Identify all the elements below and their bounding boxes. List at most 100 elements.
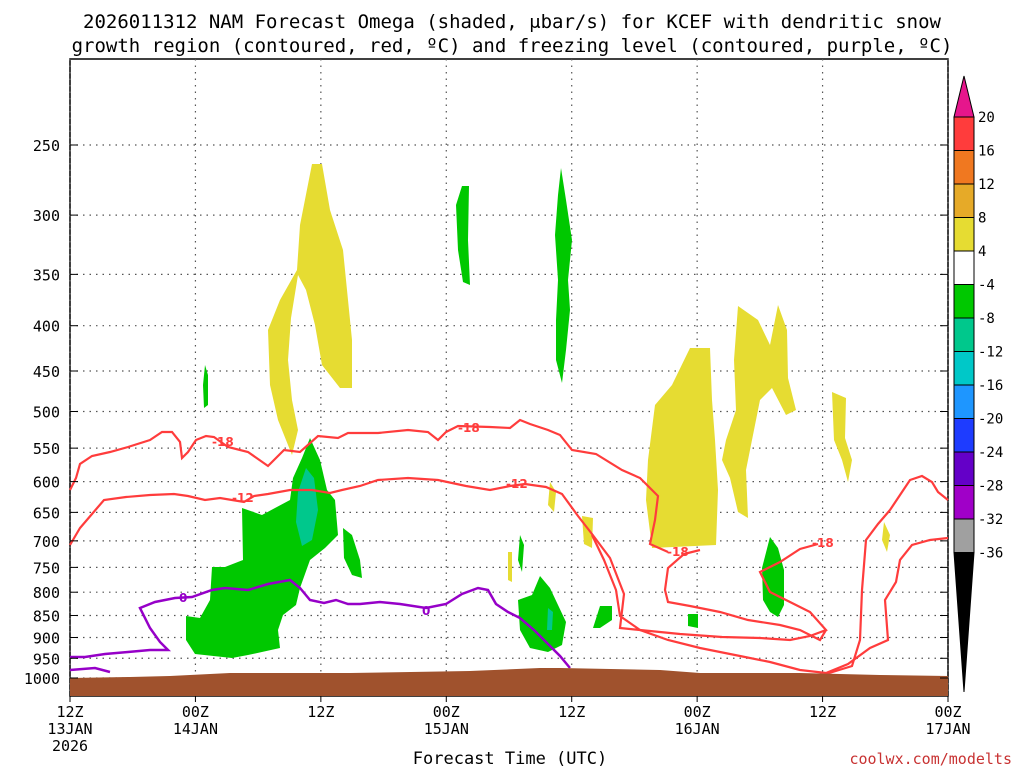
shade-green-5 (343, 528, 362, 578)
colorbar-label: -20 (978, 412, 1003, 428)
colorbar-swatch (953, 418, 975, 453)
shade-yellow-7 (508, 552, 512, 582)
shade-green-8 (593, 606, 612, 628)
y-tick-label: 950 (33, 650, 60, 668)
colorbar-swatch (953, 518, 975, 553)
x-tick-label: 00Z (433, 703, 460, 721)
plot-frame (69, 58, 949, 697)
dgz-contours (69, 418, 949, 676)
x-tick-label: 12Z (56, 703, 83, 721)
colorbar-swatch (953, 183, 975, 218)
x-tick-label: 00Z (684, 703, 711, 721)
x-tick-label: 12Z (809, 703, 836, 721)
shade-yellow-4 (832, 392, 852, 482)
x-tick-label: 00Z (182, 703, 209, 721)
contour-label-zero-b: 0 (422, 604, 430, 618)
contour-minus18-right (663, 548, 827, 642)
colorbar-label: -8 (978, 311, 995, 327)
colorbar-swatch (953, 451, 975, 486)
colorbar-label: 4 (978, 244, 986, 260)
colorbar-swatch (953, 384, 975, 419)
shade-yellow-8 (882, 522, 890, 552)
y-axis: 250 300 350 400 450 500 550 600 650 700 750 800 850 9… (24, 137, 948, 688)
y-tick-label: 250 (33, 137, 60, 155)
shade-green-6 (518, 535, 524, 572)
y-tick-label: 400 (33, 318, 60, 336)
shade-teal-1 (296, 468, 318, 546)
x-tick-label: 2026 (52, 737, 88, 755)
contour-minus12 (69, 476, 828, 642)
x-tick-label: 15JAN (424, 720, 469, 738)
colorbar: 20 16 12 8 4 -4 -8 -12 -16 -20 -24 -28 -32 -36 (953, 75, 1003, 693)
colorbar-top-arrow (953, 75, 975, 118)
x-tick-label: 17JAN (925, 720, 970, 738)
x-tick-label: 16JAN (675, 720, 720, 738)
colorbar-label: -32 (978, 512, 1003, 528)
colorbar-swatch (953, 217, 975, 252)
freezing-level-contour-lower (69, 666, 111, 674)
x-tick-label: 14JAN (173, 720, 218, 738)
y-tick-label: 900 (33, 629, 60, 647)
colorbar-swatch (953, 116, 975, 151)
x-tick-label: 12Z (558, 703, 585, 721)
y-tick-label: 450 (33, 363, 60, 381)
contour-minus18-upper (69, 418, 669, 554)
contour-label-minus18-b: -18 (458, 421, 480, 435)
shade-yellow-3 (722, 305, 796, 518)
freezing-level-contour (70, 578, 571, 669)
colorbar-label: 16 (978, 144, 995, 160)
y-tick-label: 700 (33, 533, 60, 551)
shade-teal-2 (547, 608, 553, 630)
colorbar-label: 20 (978, 110, 995, 126)
shade-yellow-1 (268, 164, 352, 455)
colorbar-label: -12 (978, 345, 1003, 361)
credit-text: coolwx.com/modelts (849, 750, 1012, 768)
y-tick-label: 500 (33, 404, 60, 422)
colorbar-label: -28 (978, 479, 1003, 495)
contour-label-minus12-a: -12 (232, 491, 254, 505)
omega-shading (186, 164, 890, 658)
colorbar-label: -4 (978, 278, 995, 294)
chart-title-line-1: 2026011312 NAM Forecast Omega (shaded, μ… (83, 11, 941, 33)
y-tick-label: 600 (33, 474, 60, 492)
y-tick-label: 800 (33, 584, 60, 602)
y-tick-label: 750 (33, 559, 60, 577)
colorbar-label: 8 (978, 211, 986, 227)
contour-minus18-lower-right (591, 534, 949, 675)
y-tick-label: 650 (33, 504, 60, 522)
colorbar-swatch (953, 351, 975, 386)
colorbar-swatch (953, 317, 975, 352)
colorbar-label: -16 (978, 378, 1003, 394)
x-axis-title: Forecast Time (UTC) (413, 749, 607, 768)
colorbar-bottom-arrow (953, 552, 975, 693)
y-tick-label: 550 (33, 440, 60, 458)
contour-label-minus18-a: -18 (212, 435, 234, 449)
contour-labels: -18 -18 -18 -18 -12 -12 0 0 (179, 421, 834, 618)
chart-title-line-2: growth region (contoured, red, ºC) and f… (72, 35, 953, 57)
shade-yellow-2 (646, 348, 718, 548)
contour-label-minus18-d: -18 (812, 536, 834, 550)
contour-label-minus12-b: -12 (506, 477, 528, 491)
colorbar-label: -36 (978, 546, 1003, 562)
y-tick-label: 350 (33, 266, 60, 284)
contour-label-minus18-c: -18 (667, 545, 689, 559)
contour-label-zero-a: 0 (179, 591, 187, 605)
colorbar-label: 12 (978, 177, 995, 193)
colorbar-label: -24 (978, 445, 1003, 461)
colorbar-swatch (953, 485, 975, 520)
y-tick-label: 850 (33, 608, 60, 626)
x-tick-label: 12Z (307, 703, 334, 721)
shade-green-3 (203, 365, 208, 408)
x-tick-label: 00Z (934, 703, 961, 721)
shade-green-2 (555, 168, 572, 383)
y-tick-label: 300 (33, 207, 60, 225)
colorbar-swatch (953, 150, 975, 185)
shade-green-7 (518, 576, 566, 652)
y-tick-label: 1000 (24, 670, 60, 688)
contour-minus12-right (825, 474, 949, 676)
terrain-ground (70, 668, 948, 696)
colorbar-swatch (953, 284, 975, 319)
shade-green-9 (688, 614, 698, 628)
